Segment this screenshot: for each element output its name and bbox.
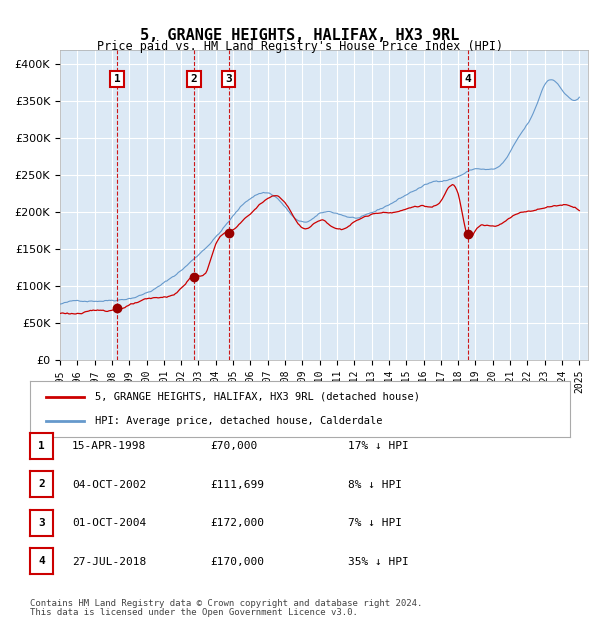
Text: HPI: Average price, detached house, Calderdale: HPI: Average price, detached house, Cald… [95,417,382,427]
Text: 04-OCT-2002: 04-OCT-2002 [72,480,146,490]
Text: £70,000: £70,000 [210,441,257,451]
Text: 5, GRANGE HEIGHTS, HALIFAX, HX3 9RL: 5, GRANGE HEIGHTS, HALIFAX, HX3 9RL [140,28,460,43]
Text: This data is licensed under the Open Government Licence v3.0.: This data is licensed under the Open Gov… [30,608,358,617]
Text: 35% ↓ HPI: 35% ↓ HPI [348,557,409,567]
Text: Contains HM Land Registry data © Crown copyright and database right 2024.: Contains HM Land Registry data © Crown c… [30,600,422,608]
Text: 27-JUL-2018: 27-JUL-2018 [72,557,146,567]
Text: 15-APR-1998: 15-APR-1998 [72,441,146,451]
Text: 4: 4 [38,556,45,566]
Text: 1: 1 [38,441,45,451]
Text: 3: 3 [38,518,45,528]
Text: 8% ↓ HPI: 8% ↓ HPI [348,480,402,490]
Text: 2: 2 [38,479,45,489]
Text: 01-OCT-2004: 01-OCT-2004 [72,518,146,528]
Text: 3: 3 [226,74,232,84]
Text: Price paid vs. HM Land Registry's House Price Index (HPI): Price paid vs. HM Land Registry's House … [97,40,503,53]
Text: 5, GRANGE HEIGHTS, HALIFAX, HX3 9RL (detached house): 5, GRANGE HEIGHTS, HALIFAX, HX3 9RL (det… [95,392,420,402]
Text: 17% ↓ HPI: 17% ↓ HPI [348,441,409,451]
Text: £111,699: £111,699 [210,480,264,490]
Text: 7% ↓ HPI: 7% ↓ HPI [348,518,402,528]
Text: 4: 4 [464,74,472,84]
Text: £172,000: £172,000 [210,518,264,528]
Text: 2: 2 [191,74,197,84]
Text: 1: 1 [113,74,121,84]
Text: £170,000: £170,000 [210,557,264,567]
